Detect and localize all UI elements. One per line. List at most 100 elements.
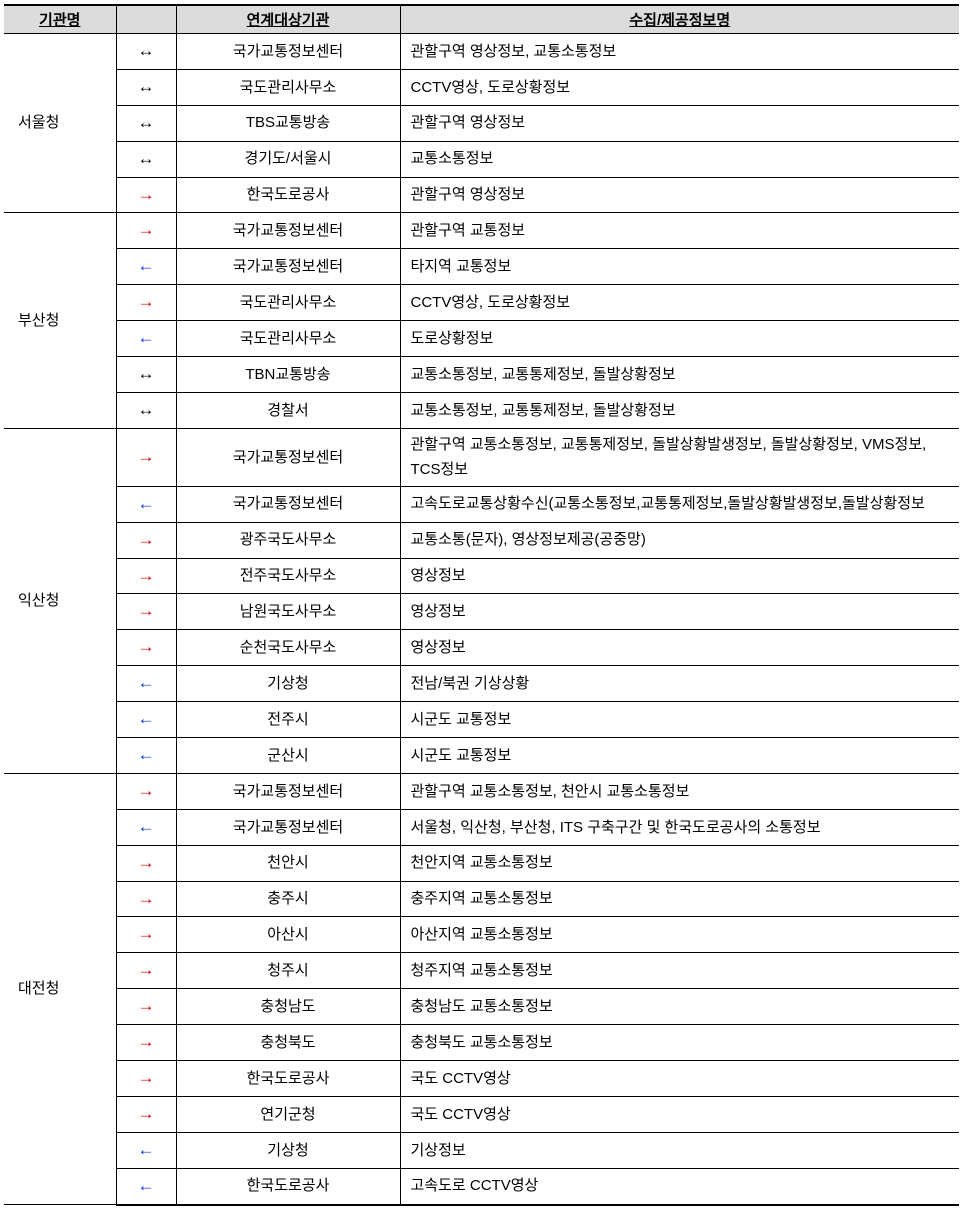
- info-cell: 충청북도 교통소통정보: [400, 1025, 959, 1061]
- info-cell: 아산지역 교통소통정보: [400, 917, 959, 953]
- linked-agency-cell: 국가교통정보센터: [176, 213, 400, 249]
- info-cell: 고속도로 CCTV영상: [400, 1168, 959, 1204]
- arrow-right-icon: →: [138, 781, 155, 800]
- arrow-both-icon: ↔: [138, 364, 155, 383]
- th-info: 수집/제공정보명: [400, 5, 959, 34]
- table-row: →충청북도충청북도 교통소통정보: [4, 1025, 959, 1061]
- info-cell: 시군도 교통정보: [400, 738, 959, 774]
- linked-agency-cell: 아산시: [176, 917, 400, 953]
- arrow-cell: ←: [116, 809, 176, 845]
- arrow-cell: →: [116, 285, 176, 321]
- table-row: ← 기상청전남/북권 기상상황: [4, 666, 959, 702]
- linked-agency-cell: 기상청: [176, 666, 400, 702]
- arrow-cell: ↔: [116, 69, 176, 105]
- table-row: →한국도로공사관할구역 영상정보: [4, 177, 959, 213]
- arrow-both-icon: ↔: [138, 149, 155, 168]
- arrow-right-icon: →: [138, 220, 155, 239]
- table-row: →순천국도사무소영상정보: [4, 630, 959, 666]
- arrow-left-icon: ←: [138, 709, 155, 728]
- linked-agency-cell: 한국도로공사: [176, 177, 400, 213]
- arrow-cell: →: [116, 558, 176, 594]
- linked-agency-cell: 전주국도사무소: [176, 558, 400, 594]
- arrow-both-icon: ↔: [138, 77, 155, 96]
- arrow-right-icon: →: [138, 889, 155, 908]
- table-row: ←한국도로공사고속도로 CCTV영상: [4, 1168, 959, 1204]
- linkage-table: 기관명 연계대상기관 수집/제공정보명 서울청↔국가교통정보센터관할구역 영상정…: [4, 4, 959, 1206]
- table-row: →천안시천안지역 교통소통정보: [4, 845, 959, 881]
- table-header-row: 기관명 연계대상기관 수집/제공정보명: [4, 5, 959, 34]
- info-cell: 도로상황정보: [400, 321, 959, 357]
- table-row: →국도관리사무소CCTV영상, 도로상황정보: [4, 285, 959, 321]
- info-cell: 관할구역 영상정보: [400, 177, 959, 213]
- linked-agency-cell: 국가교통정보센터: [176, 428, 400, 486]
- linked-agency-cell: 충주시: [176, 881, 400, 917]
- table-row: ←국가교통정보센터서울청, 익산청, 부산청, ITS 구축구간 및 한국도로공…: [4, 809, 959, 845]
- arrow-right-icon: →: [138, 530, 155, 549]
- table-row: ←군산시시군도 교통정보: [4, 738, 959, 774]
- linked-agency-cell: 전주시: [176, 702, 400, 738]
- th-linked: 연계대상기관: [176, 5, 400, 34]
- arrow-cell: →: [116, 594, 176, 630]
- arrow-cell: ↔: [116, 34, 176, 70]
- arrow-left-icon: ←: [138, 1140, 155, 1159]
- info-cell: 전남/북권 기상상황: [400, 666, 959, 702]
- info-cell: 관할구역 교통정보: [400, 213, 959, 249]
- info-cell: 청주지역 교통소통정보: [400, 953, 959, 989]
- arrow-left-icon: ←: [138, 817, 155, 836]
- linked-agency-cell: 기상청: [176, 1132, 400, 1168]
- agency-cell: 부산청: [4, 213, 116, 428]
- info-cell: 서울청, 익산청, 부산청, ITS 구축구간 및 한국도로공사의 소통정보: [400, 809, 959, 845]
- arrow-both-icon: ↔: [138, 41, 155, 60]
- info-cell: 기상정보: [400, 1132, 959, 1168]
- arrow-cell: →: [116, 917, 176, 953]
- arrow-cell: →: [116, 989, 176, 1025]
- arrow-cell: ←: [116, 249, 176, 285]
- agency-cell: 익산청: [4, 428, 116, 773]
- table-row: → 아산시아산지역 교통소통정보: [4, 917, 959, 953]
- linked-agency-cell: 국가교통정보센터: [176, 34, 400, 70]
- arrow-cell: →: [116, 773, 176, 809]
- info-cell: 관할구역 영상정보, 교통소통정보: [400, 34, 959, 70]
- table-row: →충청남도충청남도 교통소통정보: [4, 989, 959, 1025]
- info-cell: 영상정보: [400, 630, 959, 666]
- info-cell: 관할구역 영상정보: [400, 105, 959, 141]
- arrow-cell: ←: [116, 702, 176, 738]
- arrow-both-icon: ↔: [138, 113, 155, 132]
- arrow-cell: →: [116, 177, 176, 213]
- arrow-cell: →: [116, 845, 176, 881]
- linked-agency-cell: TBN교통방송: [176, 357, 400, 393]
- table-row: → 충주시충주지역 교통소통정보: [4, 881, 959, 917]
- info-cell: 충청남도 교통소통정보: [400, 989, 959, 1025]
- linked-agency-cell: TBS교통방송: [176, 105, 400, 141]
- arrow-cell: ↔: [116, 105, 176, 141]
- arrow-right-icon: →: [138, 601, 155, 620]
- table-row: ↔경기도/서울시교통소통정보: [4, 141, 959, 177]
- linked-agency-cell: 충청남도: [176, 989, 400, 1025]
- arrow-cell: ←: [116, 738, 176, 774]
- table-row: →전주국도사무소영상정보: [4, 558, 959, 594]
- table-row: →연기군청국도 CCTV영상: [4, 1096, 959, 1132]
- arrow-cell: →: [116, 1025, 176, 1061]
- info-cell: 고속도로교통상황수신(교통소통정보,교통통제정보,돌발상황발생정보,돌발상황정보: [400, 486, 959, 522]
- arrow-cell: →: [116, 881, 176, 917]
- arrow-right-icon: →: [138, 1032, 155, 1051]
- arrow-cell: ←: [116, 1132, 176, 1168]
- info-cell: 교통소통정보, 교통통제정보, 돌발상황정보: [400, 357, 959, 393]
- arrow-right-icon: →: [138, 960, 155, 979]
- info-cell: 충주지역 교통소통정보: [400, 881, 959, 917]
- arrow-cell: ←: [116, 321, 176, 357]
- arrow-right-icon: →: [138, 924, 155, 943]
- info-cell: 교통소통정보, 교통통제정보, 돌발상황정보: [400, 392, 959, 428]
- info-cell: CCTV영상, 도로상황정보: [400, 285, 959, 321]
- arrow-left-icon: ←: [138, 256, 155, 275]
- arrow-left-icon: ←: [138, 673, 155, 692]
- info-cell: 관할구역 교통소통정보, 교통통제정보, 돌발상황발생정보, 돌발상황정보, V…: [400, 428, 959, 486]
- linked-agency-cell: 국가교통정보센터: [176, 773, 400, 809]
- info-cell: 영상정보: [400, 594, 959, 630]
- linked-agency-cell: 남원국도사무소: [176, 594, 400, 630]
- arrow-cell: →: [116, 1096, 176, 1132]
- agency-cell: 대전청: [4, 773, 116, 1204]
- linked-agency-cell: 국도관리사무소: [176, 321, 400, 357]
- table-row: ←전주시시군도 교통정보: [4, 702, 959, 738]
- arrow-right-icon: →: [138, 853, 155, 872]
